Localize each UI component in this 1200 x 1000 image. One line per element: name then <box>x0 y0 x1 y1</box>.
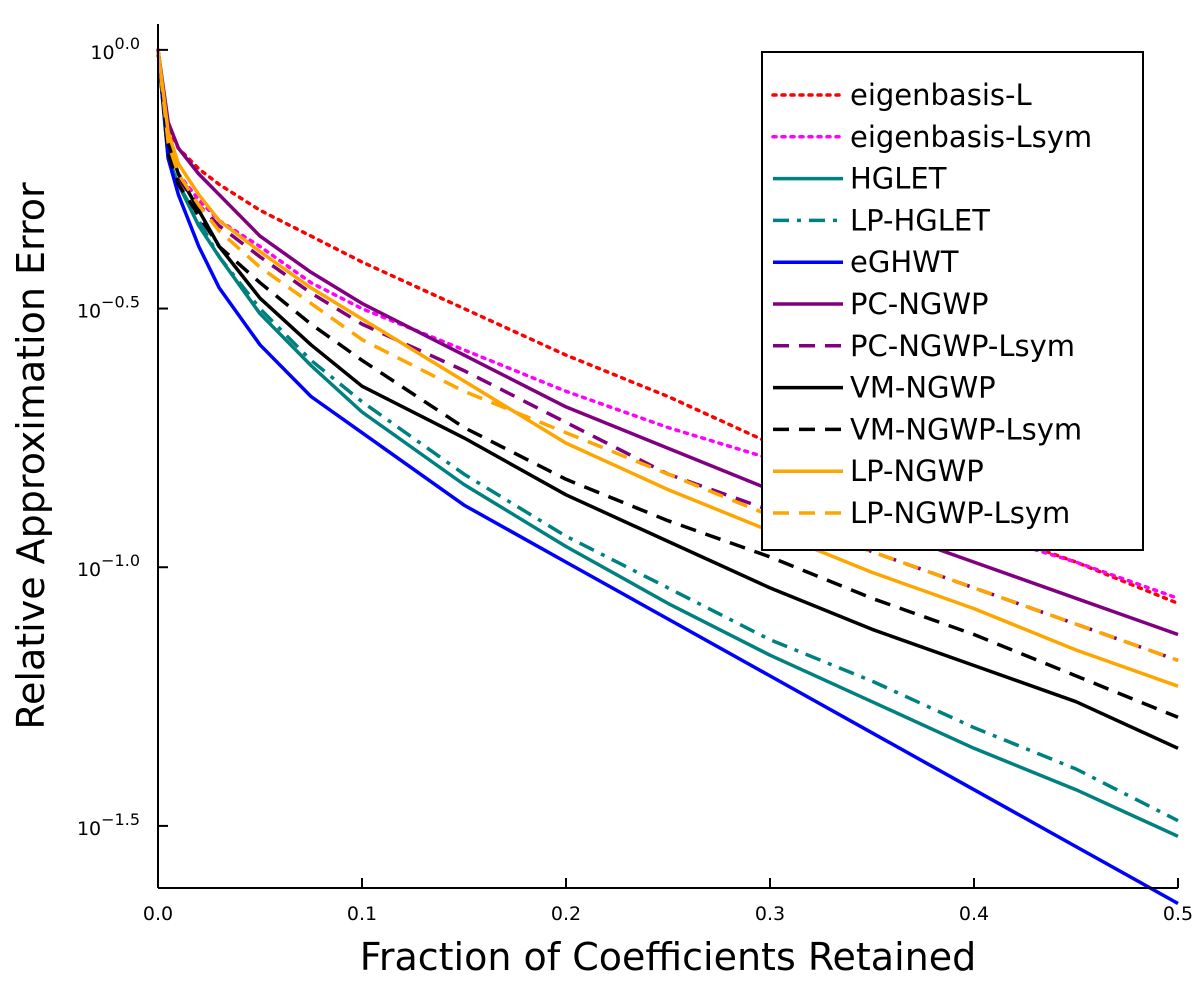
y-axis-title: Relative Approximation Error <box>9 182 53 730</box>
legend-label: LP-HGLET <box>850 203 990 237</box>
series-line-eghwt <box>156 49 1179 906</box>
legend-label: PC-NGWP-Lsym <box>850 329 1075 363</box>
legend-label: HGLET <box>850 162 947 196</box>
legend-label: VM-NGWP <box>850 371 996 405</box>
legend-box <box>761 51 1144 551</box>
ticks-layer: 0.0 0.1 0.2 0.3 0.4 0.5 100.0 10−0.5 10−1.0 10−1.… <box>77 34 1193 925</box>
x-axis-title: Fraction of Coefficients Retained <box>360 935 976 979</box>
x-tick-label: 0.0 <box>143 903 173 925</box>
legend-label: PC-NGWP <box>850 287 989 321</box>
series-line-pc-ngwp-lsym <box>156 49 1179 663</box>
x-tick-label: 0.1 <box>347 903 377 925</box>
x-tick-label: 0.2 <box>551 903 581 925</box>
series-line-lp-ngwp-lsym <box>156 49 1179 663</box>
legend: eigenbasis-L eigenbasis-Lsym HGLET LP-HGLET… <box>761 51 1144 551</box>
legend-label: eigenbasis-L <box>850 78 1032 112</box>
legend-label: eGHWT <box>850 245 959 279</box>
legend-label: eigenbasis-Lsym <box>850 120 1092 154</box>
y-tick-label: 10−1.5 <box>77 810 140 840</box>
series-line-vm-ngwp-lsym <box>156 49 1179 719</box>
x-tick-label: 0.3 <box>755 903 785 925</box>
x-tick-label: 0.4 <box>959 903 989 925</box>
legend-label: LP-NGWP <box>850 454 984 488</box>
legend-label: LP-NGWP-Lsym <box>850 496 1070 530</box>
y-tick-label: 10−1.0 <box>77 551 140 581</box>
series-line-vm-ngwp <box>156 49 1179 750</box>
legend-label: VM-NGWP-Lsym <box>850 412 1082 446</box>
axes-layer <box>157 24 1178 889</box>
y-tick-label: 100.0 <box>90 34 140 64</box>
y-tick-label: 10−0.5 <box>77 293 140 323</box>
x-tick-label: 0.5 <box>1163 903 1193 925</box>
series-line-lp-ngwp <box>156 49 1179 688</box>
